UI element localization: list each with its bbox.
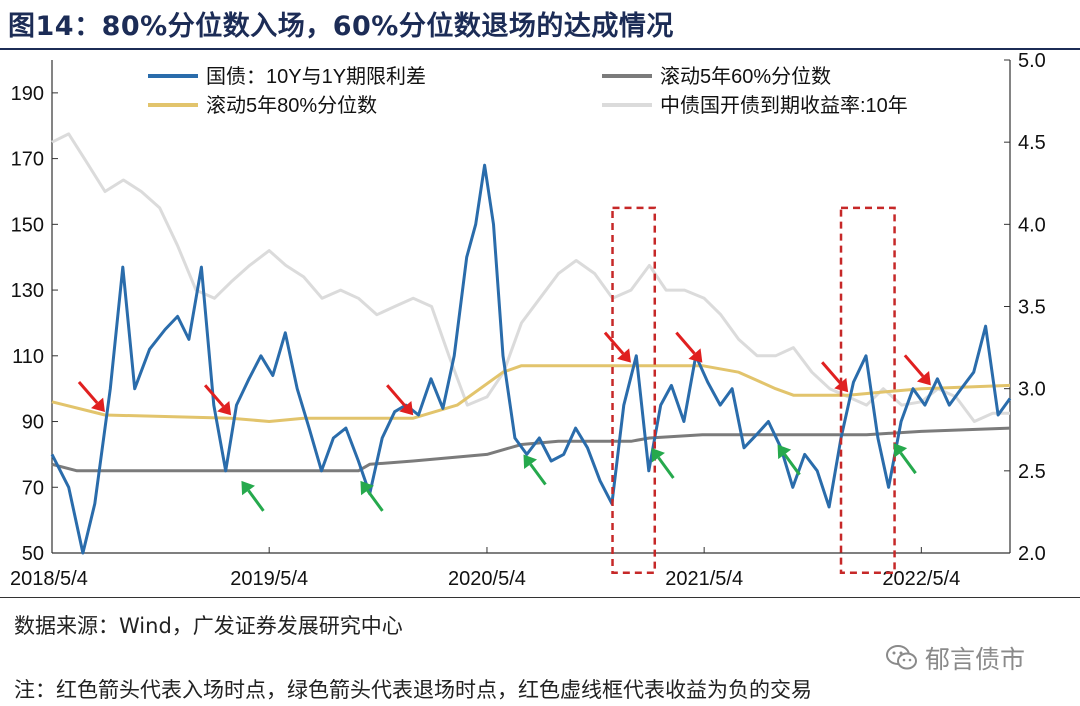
chart-series-layer (50, 132, 1012, 555)
entry-arrow-5-shaft (821, 361, 842, 385)
exit-arrow-1-head (360, 480, 374, 496)
entry-arrow-1 (203, 384, 232, 416)
note-text: 注：红色箭头代表入场时点，绿色箭头代表退场时点，红色虚线框代表收益为负的交易 (14, 678, 812, 702)
exit-arrow-0 (241, 480, 265, 512)
exit-arrow-5 (893, 443, 917, 475)
legend-label-2: 滚动5年80%分位数 (206, 94, 377, 117)
y-left-tick-label: 70 (22, 477, 44, 499)
y-left-tick-label: 90 (22, 412, 44, 434)
source-text: 数据来源：Wind，广发证券发展研究中心 (14, 614, 403, 638)
exit-arrow-2-shaft (529, 463, 547, 486)
exit-arrow-4-head (777, 444, 792, 460)
y-right-tick-label: 3.0 (1018, 379, 1046, 401)
entry-arrow-0-shaft (77, 380, 99, 404)
entry-arrow-4 (675, 331, 703, 363)
x-tick-label: 2019/5/4 (230, 568, 308, 590)
entry-arrow-5-head (834, 377, 849, 393)
series-line-0 (50, 163, 1012, 555)
entry-arrow-4-shaft (675, 331, 696, 355)
legend-label-1: 滚动5年60%分位数 (660, 65, 831, 88)
x-tick-label: 2018/5/4 (10, 568, 88, 590)
entry-arrow-0 (77, 380, 105, 412)
entry-arrow-5 (821, 361, 849, 393)
exit-arrow-0-head (241, 480, 255, 496)
y-left-tick-label: 130 (11, 280, 44, 302)
exit-arrow-1 (360, 480, 384, 512)
entry-arrow-3 (603, 331, 631, 363)
spread-chart: 50 70 90 110 130 150 170 190 2.0 2.5 3.0 3.5 4.0 4.5 5… (10, 50, 1046, 590)
exit-arrow-4-shaft (783, 453, 801, 476)
y-left-tick-label: 110 (12, 346, 44, 368)
entry-arrow-1-shaft (203, 384, 225, 408)
exit-arrow-2 (523, 454, 547, 486)
x-tick-label: 2021/5/4 (665, 568, 743, 590)
y-left-tick-label: 150 (11, 214, 44, 236)
wechat-icon (886, 645, 917, 670)
entry-arrow-6 (903, 354, 931, 386)
entry-arrow-0-head (91, 397, 105, 412)
entry-arrow-3-head (617, 348, 631, 363)
y-right-tick-label: 4.5 (1018, 132, 1046, 154)
entry-arrow-6-shaft (903, 354, 925, 378)
entry-arrow-2 (386, 384, 414, 416)
y-right-tick-label: 2.0 (1018, 543, 1046, 565)
y-right-tick-label: 2.5 (1018, 461, 1046, 483)
x-tick-label: 2020/5/4 (448, 568, 526, 590)
y-left-tick-label: 50 (22, 543, 44, 565)
y-left-tick-label: 170 (11, 149, 44, 171)
watermark-text: 郁言债市 (925, 645, 1026, 674)
negative-trade-box-1 (839, 206, 896, 574)
entry-arrow-4-head (688, 348, 703, 363)
exit-arrow-3-head (651, 447, 665, 463)
exit-arrow-3 (651, 447, 675, 479)
entry-arrow-2-head (399, 400, 414, 416)
legend-label-0: 国债：10Y与1Y期限利差 (206, 65, 426, 88)
exit-arrow-4 (777, 444, 801, 476)
legend-label-3: 中债国开债到期收益率:10年 (660, 94, 908, 117)
x-tick-label: 2022/5/4 (882, 568, 960, 590)
exit-arrow-2-head (523, 454, 538, 469)
series-line-3 (51, 132, 1010, 423)
y-right-tick-label: 4.0 (1018, 214, 1046, 236)
chart-annotation-layer (77, 206, 931, 574)
entry-arrow-1-head (217, 400, 232, 416)
exit-arrow-3-shaft (657, 456, 675, 479)
source-divider (0, 597, 1080, 598)
exit-arrow-5-shaft (899, 451, 917, 475)
entry-arrow-6-head (916, 371, 931, 386)
y-right-tick-label: 3.5 (1018, 297, 1046, 319)
entry-arrow-3-shaft (603, 331, 625, 355)
y-right-tick-label: 5.0 (1018, 50, 1046, 72)
exit-arrow-1-shaft (366, 489, 384, 512)
y-left-tick-label: 190 (11, 83, 44, 105)
title-divider (0, 48, 1080, 50)
series-line-1 (51, 426, 1011, 473)
entry-arrow-2-shaft (386, 384, 407, 408)
negative-trade-box-0 (611, 206, 657, 574)
watermark: 郁言债市 (885, 640, 1025, 676)
exit-arrow-5-head (893, 443, 908, 458)
page-title: 图14：80%分位数入场，60%分位数退场的达成情况 (8, 11, 674, 42)
exit-arrow-0-shaft (247, 489, 265, 512)
chart-axes: 50 70 90 110 130 150 170 190 2.0 2.5 3.0 3.5 4.0 4.5 5… (10, 50, 1046, 590)
series-line-2 (51, 364, 1011, 423)
